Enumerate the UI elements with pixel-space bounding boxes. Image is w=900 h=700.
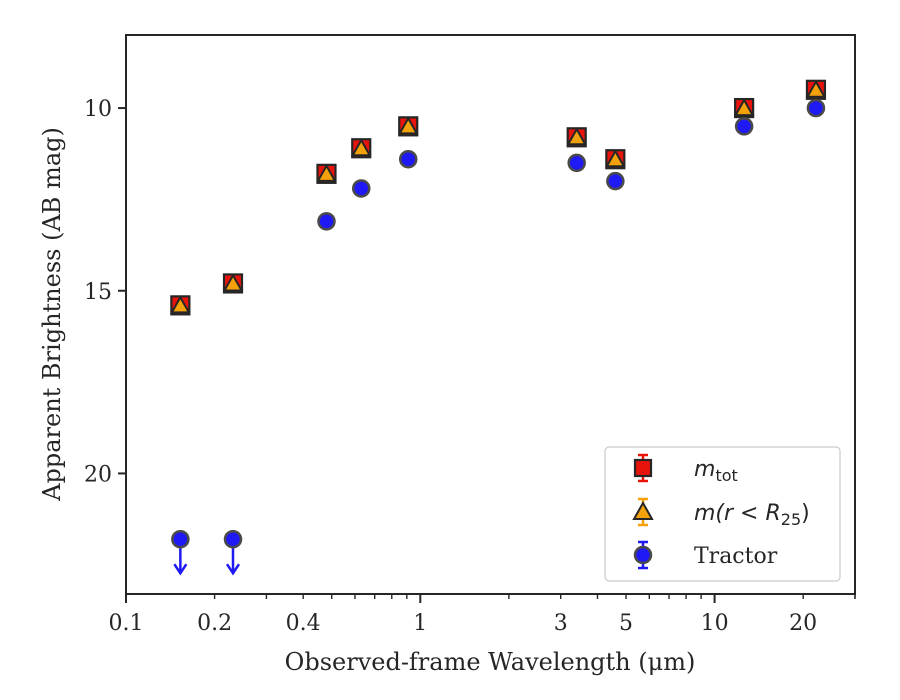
x-tick-label: 5 [619,611,633,636]
y-axis-label: Apparent Brightness (AB mag) [38,127,66,502]
x-tick-label: 10 [701,611,729,636]
tractor-point [398,149,418,169]
legend-label-tractor: Tractor [694,544,778,569]
legend-circle-marker [633,545,653,565]
x-tick-label: 0.4 [286,611,321,636]
upper-limit-arrow-head [225,563,241,576]
mr25-point [733,98,755,117]
plot-frame [125,34,856,595]
data-marks [170,79,827,576]
mr25-point [351,138,372,157]
y-tick-label: 20 [84,462,112,487]
y-tick-label: 10 [84,97,112,122]
x-tick-label: 0.2 [197,611,232,636]
tractor-point [806,98,826,118]
tractor-point [606,171,625,191]
x-axis: 0.1 0.2 0.4 1 3 5 10 20 [109,594,856,636]
mr25-point [222,273,244,292]
mr25-point [566,127,587,146]
mr25-point [605,149,626,168]
x-axis-label: Observed-frame Wavelength (μm) [285,648,696,676]
tractor-point [734,117,754,136]
tractor-point [351,179,371,198]
mr25-point [805,79,827,98]
x-tick-label: 20 [789,611,817,636]
legend-box [604,446,841,582]
tractor-point [567,153,586,173]
x-tick-label: 1 [413,611,427,636]
x-tick-label: 0.1 [109,611,144,636]
legend-square-marker [633,458,653,478]
upper-limit-arrow-head [173,563,188,576]
mr25-point [398,116,419,135]
tractor-point [223,529,243,549]
mr25-point [316,163,337,182]
tractor-point [171,529,190,549]
tractor-point [317,212,336,231]
legend-triangle-marker [632,500,654,520]
y-axis: 10 15 20 [84,97,126,487]
x-tick-label: 3 [554,611,568,636]
y-tick-label: 15 [84,280,112,305]
mr25-point [170,295,191,314]
